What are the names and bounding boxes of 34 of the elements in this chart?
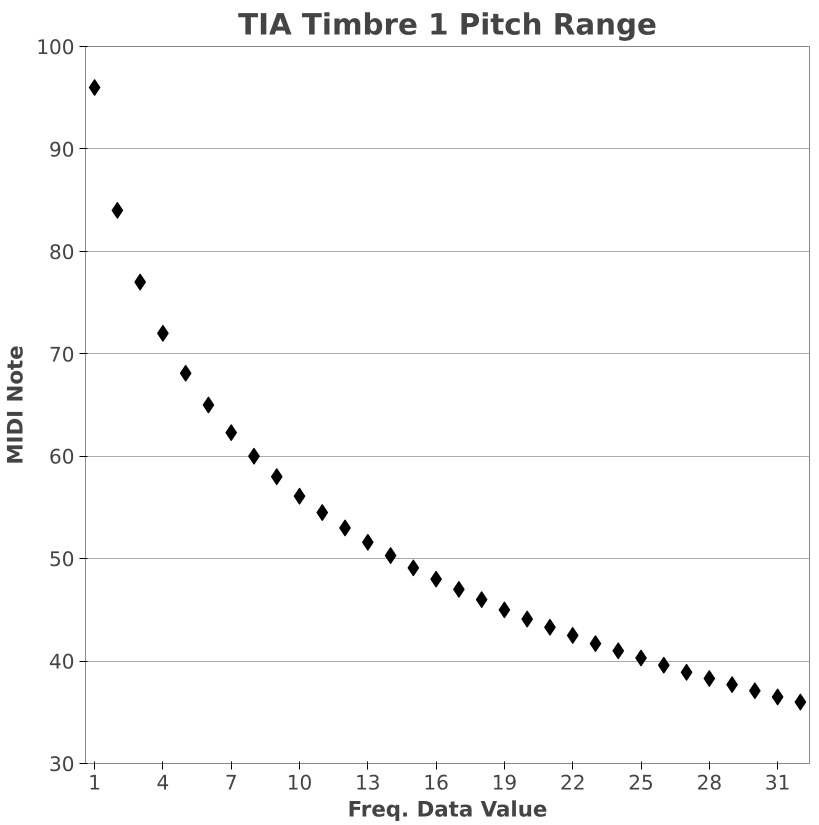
point — [703, 670, 716, 687]
x-tick-label: 10 — [286, 770, 312, 794]
x-tick-label: 22 — [560, 770, 586, 794]
point — [566, 626, 579, 644]
point — [612, 642, 624, 660]
x-tick-label: 7 — [224, 770, 238, 794]
y-axis-title: MIDI Note — [3, 345, 28, 465]
y-tick-label: 50 — [49, 547, 75, 572]
point — [225, 424, 238, 442]
x-tick-label: 1 — [88, 770, 101, 794]
y-tick-label: 60 — [49, 444, 75, 469]
point — [180, 364, 192, 382]
point — [362, 534, 374, 551]
point — [521, 610, 534, 628]
x-tick-label: 16 — [423, 770, 449, 794]
point — [202, 396, 214, 414]
y-tick-label: 40 — [49, 650, 75, 674]
y-tick-label: 90 — [49, 137, 75, 162]
y-tick-label: 30 — [49, 752, 75, 776]
point — [316, 504, 328, 522]
y-tick-label: 80 — [49, 240, 75, 264]
y-tick-label: 100 — [36, 35, 75, 59]
x-axis-title: Freq. Data Value — [348, 798, 548, 822]
x-tick-label: 31 — [764, 770, 790, 794]
point — [270, 468, 283, 486]
x-tick-label: 28 — [696, 770, 722, 794]
chart-title: TIA Timbre 1 Pitch Range — [238, 8, 657, 42]
y-tick-label: 70 — [49, 342, 75, 366]
x-tick-label: 4 — [156, 770, 170, 794]
x-tick-label: 13 — [355, 770, 381, 794]
point — [658, 656, 670, 674]
x-tick-label: 19 — [492, 770, 518, 794]
x-tick-label: 25 — [628, 770, 654, 794]
point — [635, 650, 647, 666]
